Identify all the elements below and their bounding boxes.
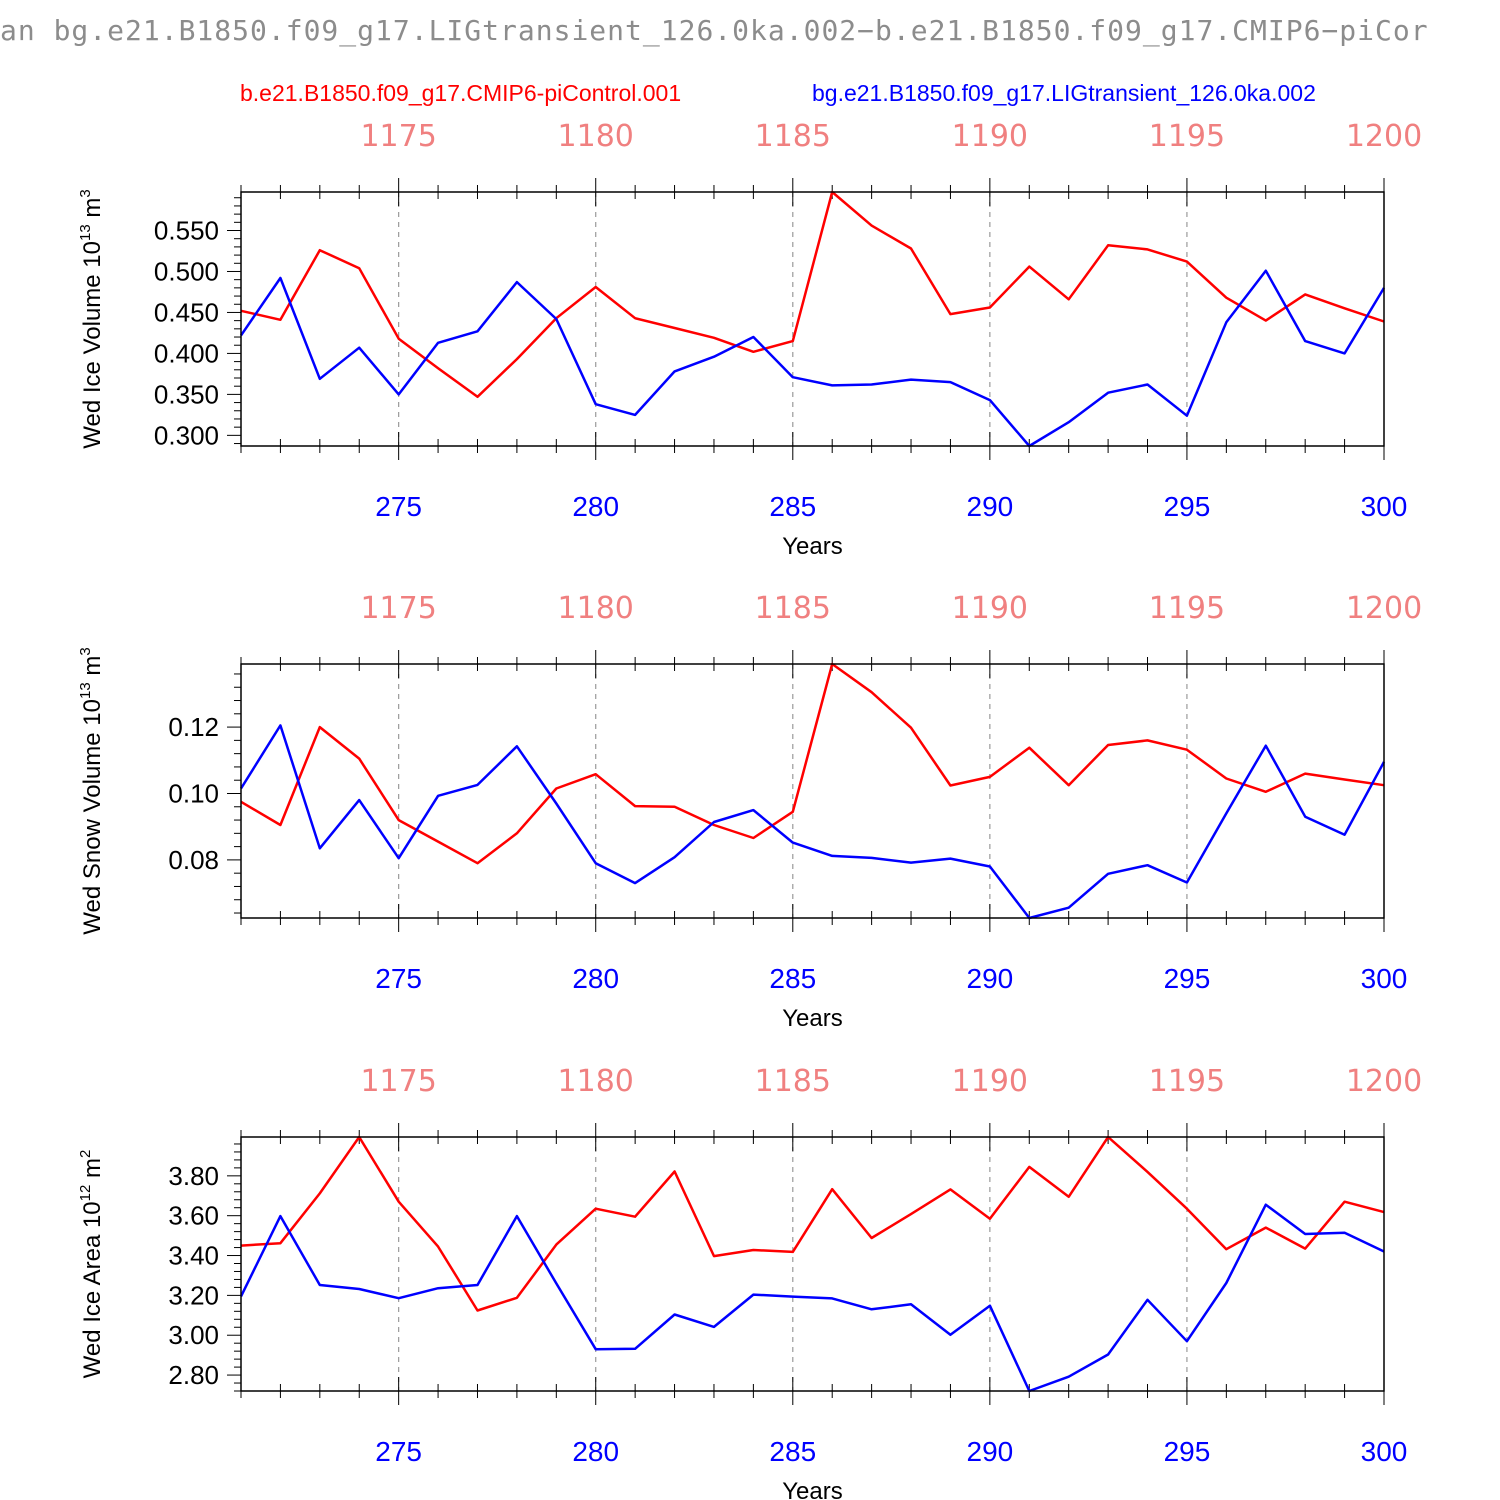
top-tick-label: 1190 [952,1064,1028,1099]
y-tick-label: 3.00 [168,1320,219,1350]
top-tick-label: 1190 [952,591,1028,626]
x-tick-label: 275 [375,963,422,994]
x-tick-label: 295 [1164,963,1211,994]
top-tick-label: 1185 [755,591,831,626]
y-tick-label: 3.40 [168,1241,219,1271]
plot-frame [240,1136,1385,1392]
y-tick-label: 3.60 [168,1201,219,1231]
y-tick-label: 0.300 [154,420,219,450]
x-tick-label: 300 [1361,491,1408,522]
x-tick-label: 275 [375,1436,422,1467]
top-tick-label: 1195 [1149,591,1225,626]
y-tick-label: 3.80 [168,1161,219,1191]
x-tick-label: 280 [572,1436,619,1467]
x-tick-label: 285 [769,491,816,522]
series-line-transient [239,1203,1385,1393]
x-tick-label: 295 [1164,1436,1211,1467]
top-tick-label: 1185 [755,119,831,154]
y-tick-label: 0.10 [168,778,219,808]
y-tick-label: 0.550 [154,216,219,246]
x-tick-label: 290 [967,1436,1014,1467]
y-tick-label: 0.500 [154,256,219,286]
top-tick-label: 1195 [1149,1064,1225,1099]
x-tick-label: 295 [1164,491,1211,522]
x-tick-label: 280 [572,491,619,522]
chart-panel-3: 2.80 3.00 3.20 3.40 3.60 3.80 275 280 285 290 295 3… [77,1064,1422,1500]
top-tick-label: 1175 [360,1064,436,1099]
x-tick-label: 300 [1361,963,1408,994]
y-tick-label: 2.80 [168,1360,219,1390]
top-tick-label: 1185 [755,1064,831,1099]
chart-panel-2: 0.08 0.10 0.12 275 280 285 290 295 300 1175 1180 11… [77,591,1422,1032]
y-axis-label: Wed Ice Volume 1013 m3 [77,189,106,448]
y-tick-label: 0.400 [154,338,219,368]
x-tick-label: 300 [1361,1436,1408,1467]
top-tick-label: 1200 [1346,1064,1422,1099]
y-tick-label: 0.12 [168,712,219,742]
x-tick-label: 275 [375,491,422,522]
x-axis-label: Years [782,1005,843,1032]
top-tick-label: 1180 [558,591,634,626]
y-tick-label: 0.08 [168,845,219,875]
top-tick-label: 1175 [360,591,436,626]
x-tick-label: 290 [967,491,1014,522]
legend-transient-label: bg.e21.B1850.f09_g17.LIGtransient_126.0k… [812,80,1316,106]
top-tick-label: 1180 [558,1064,634,1099]
plot-frame [240,191,1385,447]
y-axis-label: Wed Snow Volume 1013 m3 [77,647,106,934]
legend-control-label: b.e21.B1850.f09_g17.CMIP6-piControl.001 [240,80,682,106]
y-tick-label: 0.350 [154,379,219,409]
top-tick-label: 1200 [1346,119,1422,154]
y-axis-label: Wed Ice Area 1012 m2 [77,1150,106,1379]
top-tick-label: 1180 [558,119,634,154]
series-line-control [240,1135,1385,1312]
series-line-transient [239,724,1386,920]
plot-frame [240,663,1385,919]
top-tick-label: 1175 [360,119,436,154]
x-axis-label: Years [782,533,843,560]
series-line-control [240,190,1385,399]
page-title: an bg.e21.B1850.f09_g17.LIGtransient_126… [0,14,1429,47]
x-tick-label: 280 [572,963,619,994]
y-tick-label: 0.450 [154,297,219,327]
series-line-control [240,662,1385,865]
top-tick-label: 1200 [1346,591,1422,626]
series-line-transient [239,269,1386,448]
x-tick-label: 285 [769,1436,816,1467]
top-tick-label: 1195 [1149,119,1225,154]
x-tick-label: 290 [967,963,1014,994]
x-tick-label: 285 [769,963,816,994]
top-tick-label: 1190 [952,119,1028,154]
chart-panel-1: 0.300 0.350 0.400 0.450 0.500 0.550 275 280 285 2… [77,119,1422,560]
y-tick-label: 3.20 [168,1280,219,1310]
x-axis-label: Years [782,1478,843,1500]
